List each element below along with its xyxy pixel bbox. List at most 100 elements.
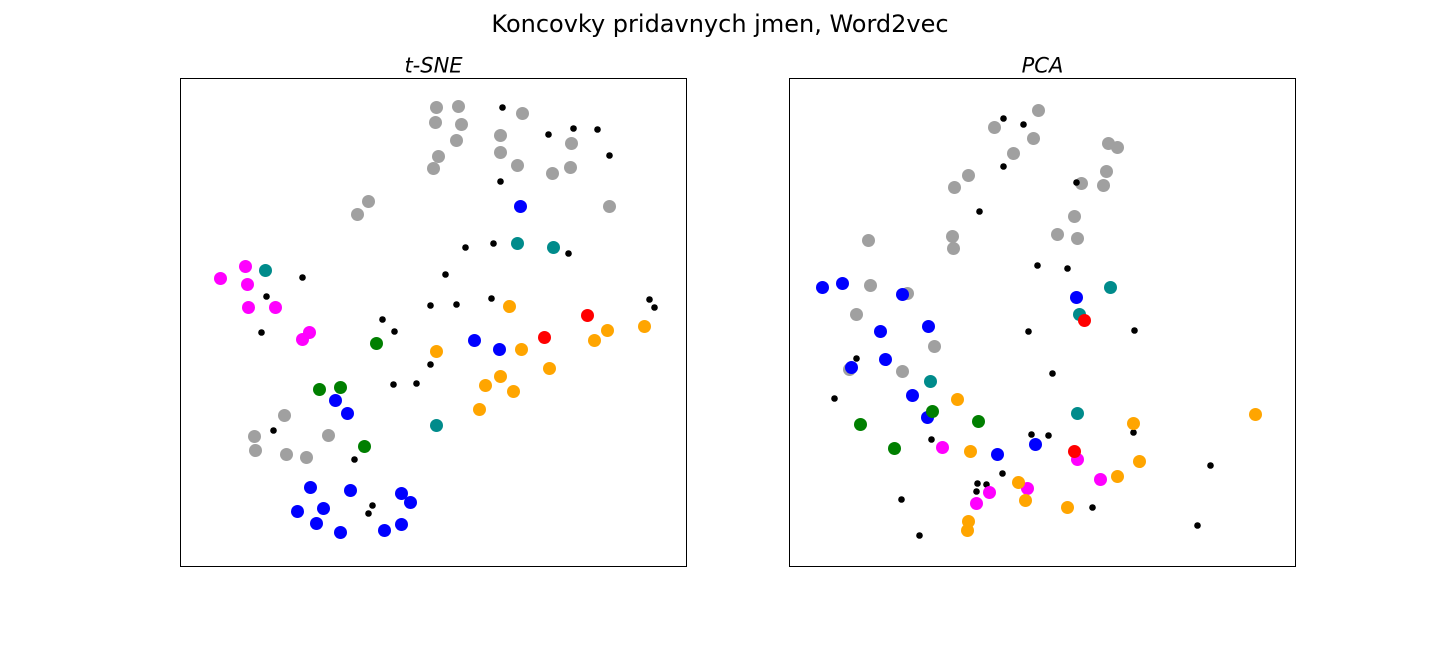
pca-point-black bbox=[1049, 370, 1056, 377]
pca-point-teal bbox=[1104, 281, 1117, 294]
tsne-point-black bbox=[351, 456, 358, 463]
pca-point-gray bbox=[864, 279, 877, 292]
tsne-point-blue bbox=[395, 487, 408, 500]
tsne-point-gray bbox=[564, 161, 577, 174]
pca-point-green bbox=[972, 415, 985, 428]
pca-point-orange bbox=[1133, 455, 1146, 468]
pca-point-gray bbox=[988, 121, 1001, 134]
tsne-point-black bbox=[545, 131, 552, 138]
tsne-point-orange bbox=[479, 379, 492, 392]
pca-point-black bbox=[1089, 504, 1096, 511]
tsne-point-gray bbox=[455, 118, 468, 131]
tsne-point-black bbox=[565, 250, 572, 257]
tsne-point-blue bbox=[378, 524, 391, 537]
tsne-point-gray bbox=[300, 451, 313, 464]
tsne-point-black bbox=[258, 329, 265, 336]
tsne-point-gray bbox=[249, 444, 262, 457]
pca-point-orange bbox=[964, 445, 977, 458]
pca-point-gray bbox=[962, 169, 975, 182]
tsne-point-gray bbox=[603, 200, 616, 213]
tsne-point-teal bbox=[547, 241, 560, 254]
pca-point-blue bbox=[836, 277, 849, 290]
pca-point-magenta bbox=[1094, 473, 1107, 486]
tsne-point-green bbox=[313, 383, 326, 396]
pca-points bbox=[816, 104, 1262, 539]
tsne-point-orange bbox=[601, 324, 614, 337]
pca-point-gray bbox=[1071, 232, 1084, 245]
tsne-point-orange bbox=[473, 403, 486, 416]
tsne-point-black bbox=[488, 295, 495, 302]
pca-point-black bbox=[928, 436, 935, 443]
tsne-points bbox=[214, 100, 658, 539]
pca-point-gray bbox=[1068, 210, 1081, 223]
tsne-point-gray bbox=[430, 101, 443, 114]
tsne-point-black bbox=[499, 104, 506, 111]
pca-point-blue bbox=[922, 320, 935, 333]
tsne-point-black bbox=[594, 126, 601, 133]
pca-point-black bbox=[1045, 432, 1052, 439]
tsne-point-gray bbox=[278, 409, 291, 422]
pca-point-gray bbox=[896, 365, 909, 378]
pca-point-gray bbox=[850, 308, 863, 321]
tsne-point-orange bbox=[588, 334, 601, 347]
tsne-point-black bbox=[263, 293, 270, 300]
tsne-point-orange bbox=[638, 320, 651, 333]
pca-plot-area bbox=[789, 78, 1296, 567]
tsne-point-blue bbox=[404, 496, 417, 509]
pca-point-gray bbox=[946, 230, 959, 243]
tsne-point-blue bbox=[344, 484, 357, 497]
tsne-point-blue bbox=[395, 518, 408, 531]
pca-point-black bbox=[1000, 115, 1007, 122]
tsne-point-blue bbox=[334, 526, 347, 539]
tsne-point-black bbox=[427, 302, 434, 309]
pca-point-gray bbox=[1111, 141, 1124, 154]
tsne-point-magenta bbox=[214, 272, 227, 285]
tsne-point-gray bbox=[432, 150, 445, 163]
tsne-point-gray bbox=[248, 430, 261, 443]
pca-point-black bbox=[999, 470, 1006, 477]
pca-point-orange bbox=[1019, 494, 1032, 507]
tsne-point-blue bbox=[341, 407, 354, 420]
pca-point-blue bbox=[1070, 291, 1083, 304]
pca-point-teal bbox=[924, 375, 937, 388]
tsne-point-gray bbox=[565, 137, 578, 150]
tsne-point-blue bbox=[304, 481, 317, 494]
pca-point-gray bbox=[948, 181, 961, 194]
tsne-point-red bbox=[581, 309, 594, 322]
pca-point-blue bbox=[991, 448, 1004, 461]
tsne-point-black bbox=[651, 304, 658, 311]
pca-point-black bbox=[1194, 522, 1201, 529]
tsne-point-orange bbox=[515, 343, 528, 356]
tsne-point-black bbox=[270, 427, 277, 434]
pca-point-blue bbox=[874, 325, 887, 338]
pca-point-black bbox=[1064, 265, 1071, 272]
tsne-point-gray bbox=[452, 100, 465, 113]
tsne-point-green bbox=[358, 440, 371, 453]
pca-point-green bbox=[854, 418, 867, 431]
pca-point-gray bbox=[928, 340, 941, 353]
tsne-point-orange bbox=[430, 345, 443, 358]
tsne-point-black bbox=[442, 271, 449, 278]
pca-point-black bbox=[1000, 163, 1007, 170]
pca-point-black bbox=[1073, 179, 1080, 186]
figure-title: Koncovky pridavnych jmen, Word2vec bbox=[491, 10, 948, 38]
pca-point-black bbox=[1207, 462, 1214, 469]
pca-point-teal bbox=[1071, 407, 1084, 420]
pca-point-black bbox=[1034, 262, 1041, 269]
tsne-point-magenta bbox=[242, 301, 255, 314]
tsne-point-black bbox=[369, 502, 376, 509]
pca-point-orange bbox=[1249, 408, 1262, 421]
tsne-point-black bbox=[391, 328, 398, 335]
tsne-panel: t-SNE bbox=[180, 54, 687, 567]
tsne-point-blue bbox=[329, 394, 342, 407]
pca-point-black bbox=[976, 208, 983, 215]
pca-point-orange bbox=[951, 393, 964, 406]
pca-point-black bbox=[974, 480, 981, 487]
pca-point-orange bbox=[1012, 476, 1025, 489]
pca-point-gray bbox=[947, 242, 960, 255]
pca-point-gray bbox=[1100, 165, 1113, 178]
tsne-point-black bbox=[390, 381, 397, 388]
pca-point-black bbox=[1025, 328, 1032, 335]
pca-point-gray bbox=[1097, 179, 1110, 192]
tsne-point-orange bbox=[503, 300, 516, 313]
